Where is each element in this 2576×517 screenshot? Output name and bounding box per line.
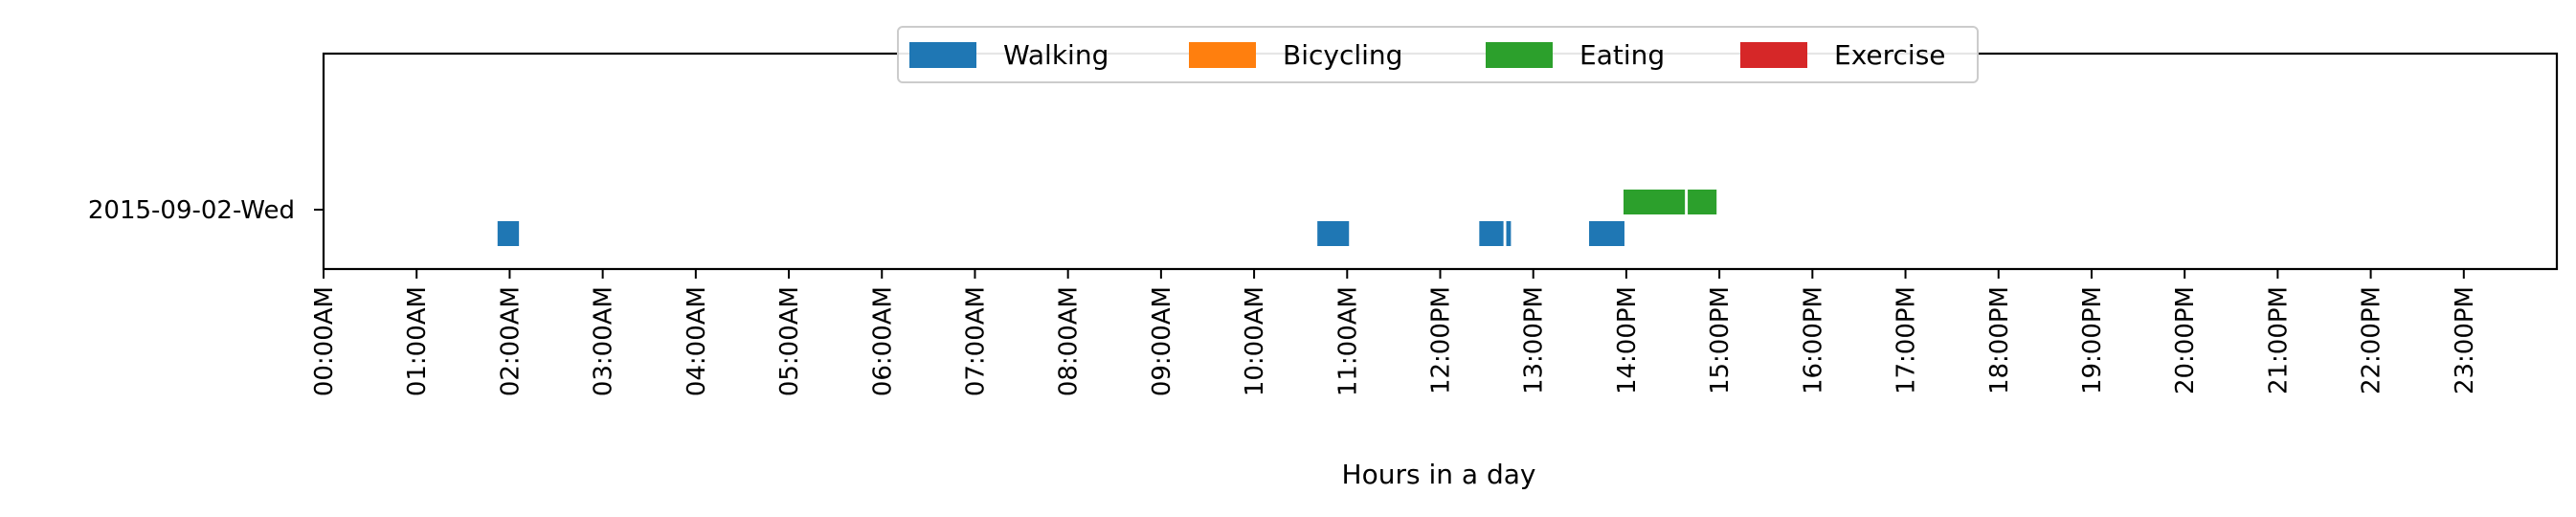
x-tick-label: 09:00AM — [1148, 286, 1176, 396]
x-tick-label: 04:00AM — [683, 286, 711, 396]
y-axis: 2015-09-02-Wed — [88, 196, 324, 225]
x-tick-label: 06:00AM — [868, 286, 897, 396]
activity-segments — [497, 190, 1717, 246]
legend-label-walking: Walking — [1003, 39, 1109, 71]
x-tick-label: 08:00AM — [1055, 286, 1084, 396]
x-tick-label: 16:00PM — [1799, 286, 1827, 394]
legend-swatch-eating — [1486, 42, 1553, 68]
x-tick-label: 19:00PM — [2078, 286, 2107, 394]
legend-label-bicycling: Bicycling — [1283, 39, 1402, 71]
x-tick-label: 05:00AM — [775, 286, 804, 396]
x-tick-label: 21:00PM — [2264, 286, 2293, 394]
segment-walking — [1479, 221, 1504, 246]
x-tick-label: 07:00AM — [961, 286, 990, 396]
legend-frame — [897, 26, 1979, 83]
x-tick-label: 02:00AM — [496, 286, 525, 396]
legend-label-exercise: Exercise — [1834, 39, 1946, 71]
x-tick-label: 22:00PM — [2358, 286, 2386, 394]
segment-eating — [1624, 190, 1686, 214]
x-tick-label: 03:00AM — [590, 286, 618, 396]
x-tick-label: 13:00PM — [1520, 286, 1549, 394]
legend: Walking Bicycling Eating Exercise — [897, 26, 1979, 83]
x-tick-label: 23:00PM — [2451, 286, 2479, 394]
legend-swatch-exercise — [1740, 42, 1807, 68]
legend-swatch-walking — [909, 42, 976, 68]
x-tick-label: 14:00PM — [1613, 286, 1642, 394]
legend-label-eating: Eating — [1579, 39, 1665, 71]
x-tick-label: 20:00PM — [2171, 286, 2200, 394]
x-tick-label: 11:00AM — [1333, 286, 1362, 396]
x-tick-label: 00:00AM — [310, 286, 339, 396]
x-tick-label: 17:00PM — [1893, 286, 1921, 394]
plot-area — [324, 54, 2557, 269]
x-axis: 00:00AM 01:00AM 02:00AM 03:00AM 04:00AM 05:00… — [310, 269, 2479, 396]
x-tick-label: 10:00AM — [1241, 286, 1269, 396]
y-tick-label: 2015-09-02-Wed — [88, 196, 295, 225]
x-tick-label: 15:00PM — [1706, 286, 1735, 394]
x-tick-label: 18:00PM — [1985, 286, 2014, 394]
segment-walking — [1506, 221, 1512, 246]
x-tick-label: 01:00AM — [403, 286, 432, 396]
segment-walking — [497, 221, 520, 246]
x-axis-label: Hours in a day — [1342, 459, 1536, 490]
segment-eating — [1688, 190, 1717, 214]
legend-swatch-bicycling — [1189, 42, 1256, 68]
segment-walking — [1589, 221, 1624, 246]
x-tick-label: 12:00PM — [1427, 286, 1456, 394]
segment-walking — [1317, 221, 1350, 246]
